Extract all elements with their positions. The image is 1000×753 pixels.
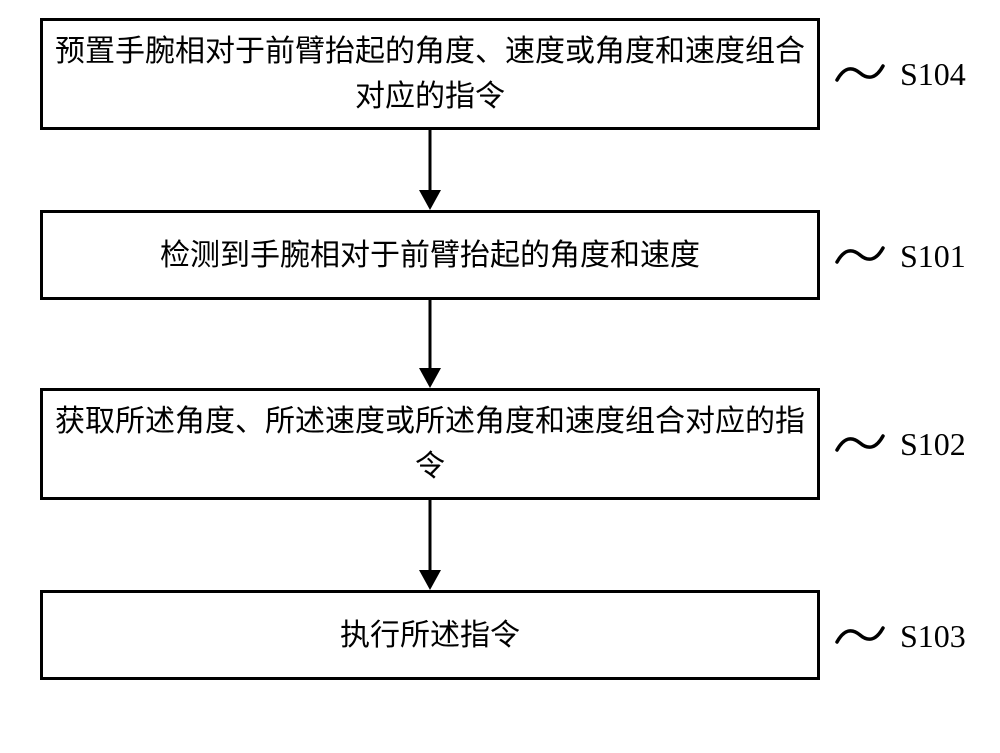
flow-node-s101: 检测到手腕相对于前臂抬起的角度和速度	[40, 210, 820, 300]
flow-node-s104: 预置手腕相对于前臂抬起的角度、速度或角度和速度组合对应的指令	[40, 18, 820, 130]
flow-node-s102: 获取所述角度、所述速度或所述角度和速度组合对应的指令	[40, 388, 820, 500]
tilde-icon	[835, 58, 885, 88]
flow-node-s103: 执行所述指令	[40, 590, 820, 680]
step-label-s101: S101	[900, 238, 966, 275]
arrow-icon	[418, 500, 442, 590]
flow-node-s104-text: 预置手腕相对于前臂抬起的角度、速度或角度和速度组合对应的指令	[43, 29, 817, 119]
flow-node-s101-text: 检测到手腕相对于前臂抬起的角度和速度	[152, 233, 708, 278]
flow-node-s102-text: 获取所述角度、所述速度或所述角度和速度组合对应的指令	[43, 399, 817, 489]
arrow-icon	[418, 300, 442, 388]
step-label-s104: S104	[900, 56, 966, 93]
step-label-s102: S102	[900, 426, 966, 463]
tilde-icon	[835, 240, 885, 270]
arrow-icon	[418, 130, 442, 210]
flowchart-canvas: 预置手腕相对于前臂抬起的角度、速度或角度和速度组合对应的指令 S104 检测到手…	[0, 0, 1000, 753]
tilde-icon	[835, 620, 885, 650]
tilde-icon	[835, 428, 885, 458]
step-label-s103: S103	[900, 618, 966, 655]
flow-node-s103-text: 执行所述指令	[332, 613, 528, 658]
